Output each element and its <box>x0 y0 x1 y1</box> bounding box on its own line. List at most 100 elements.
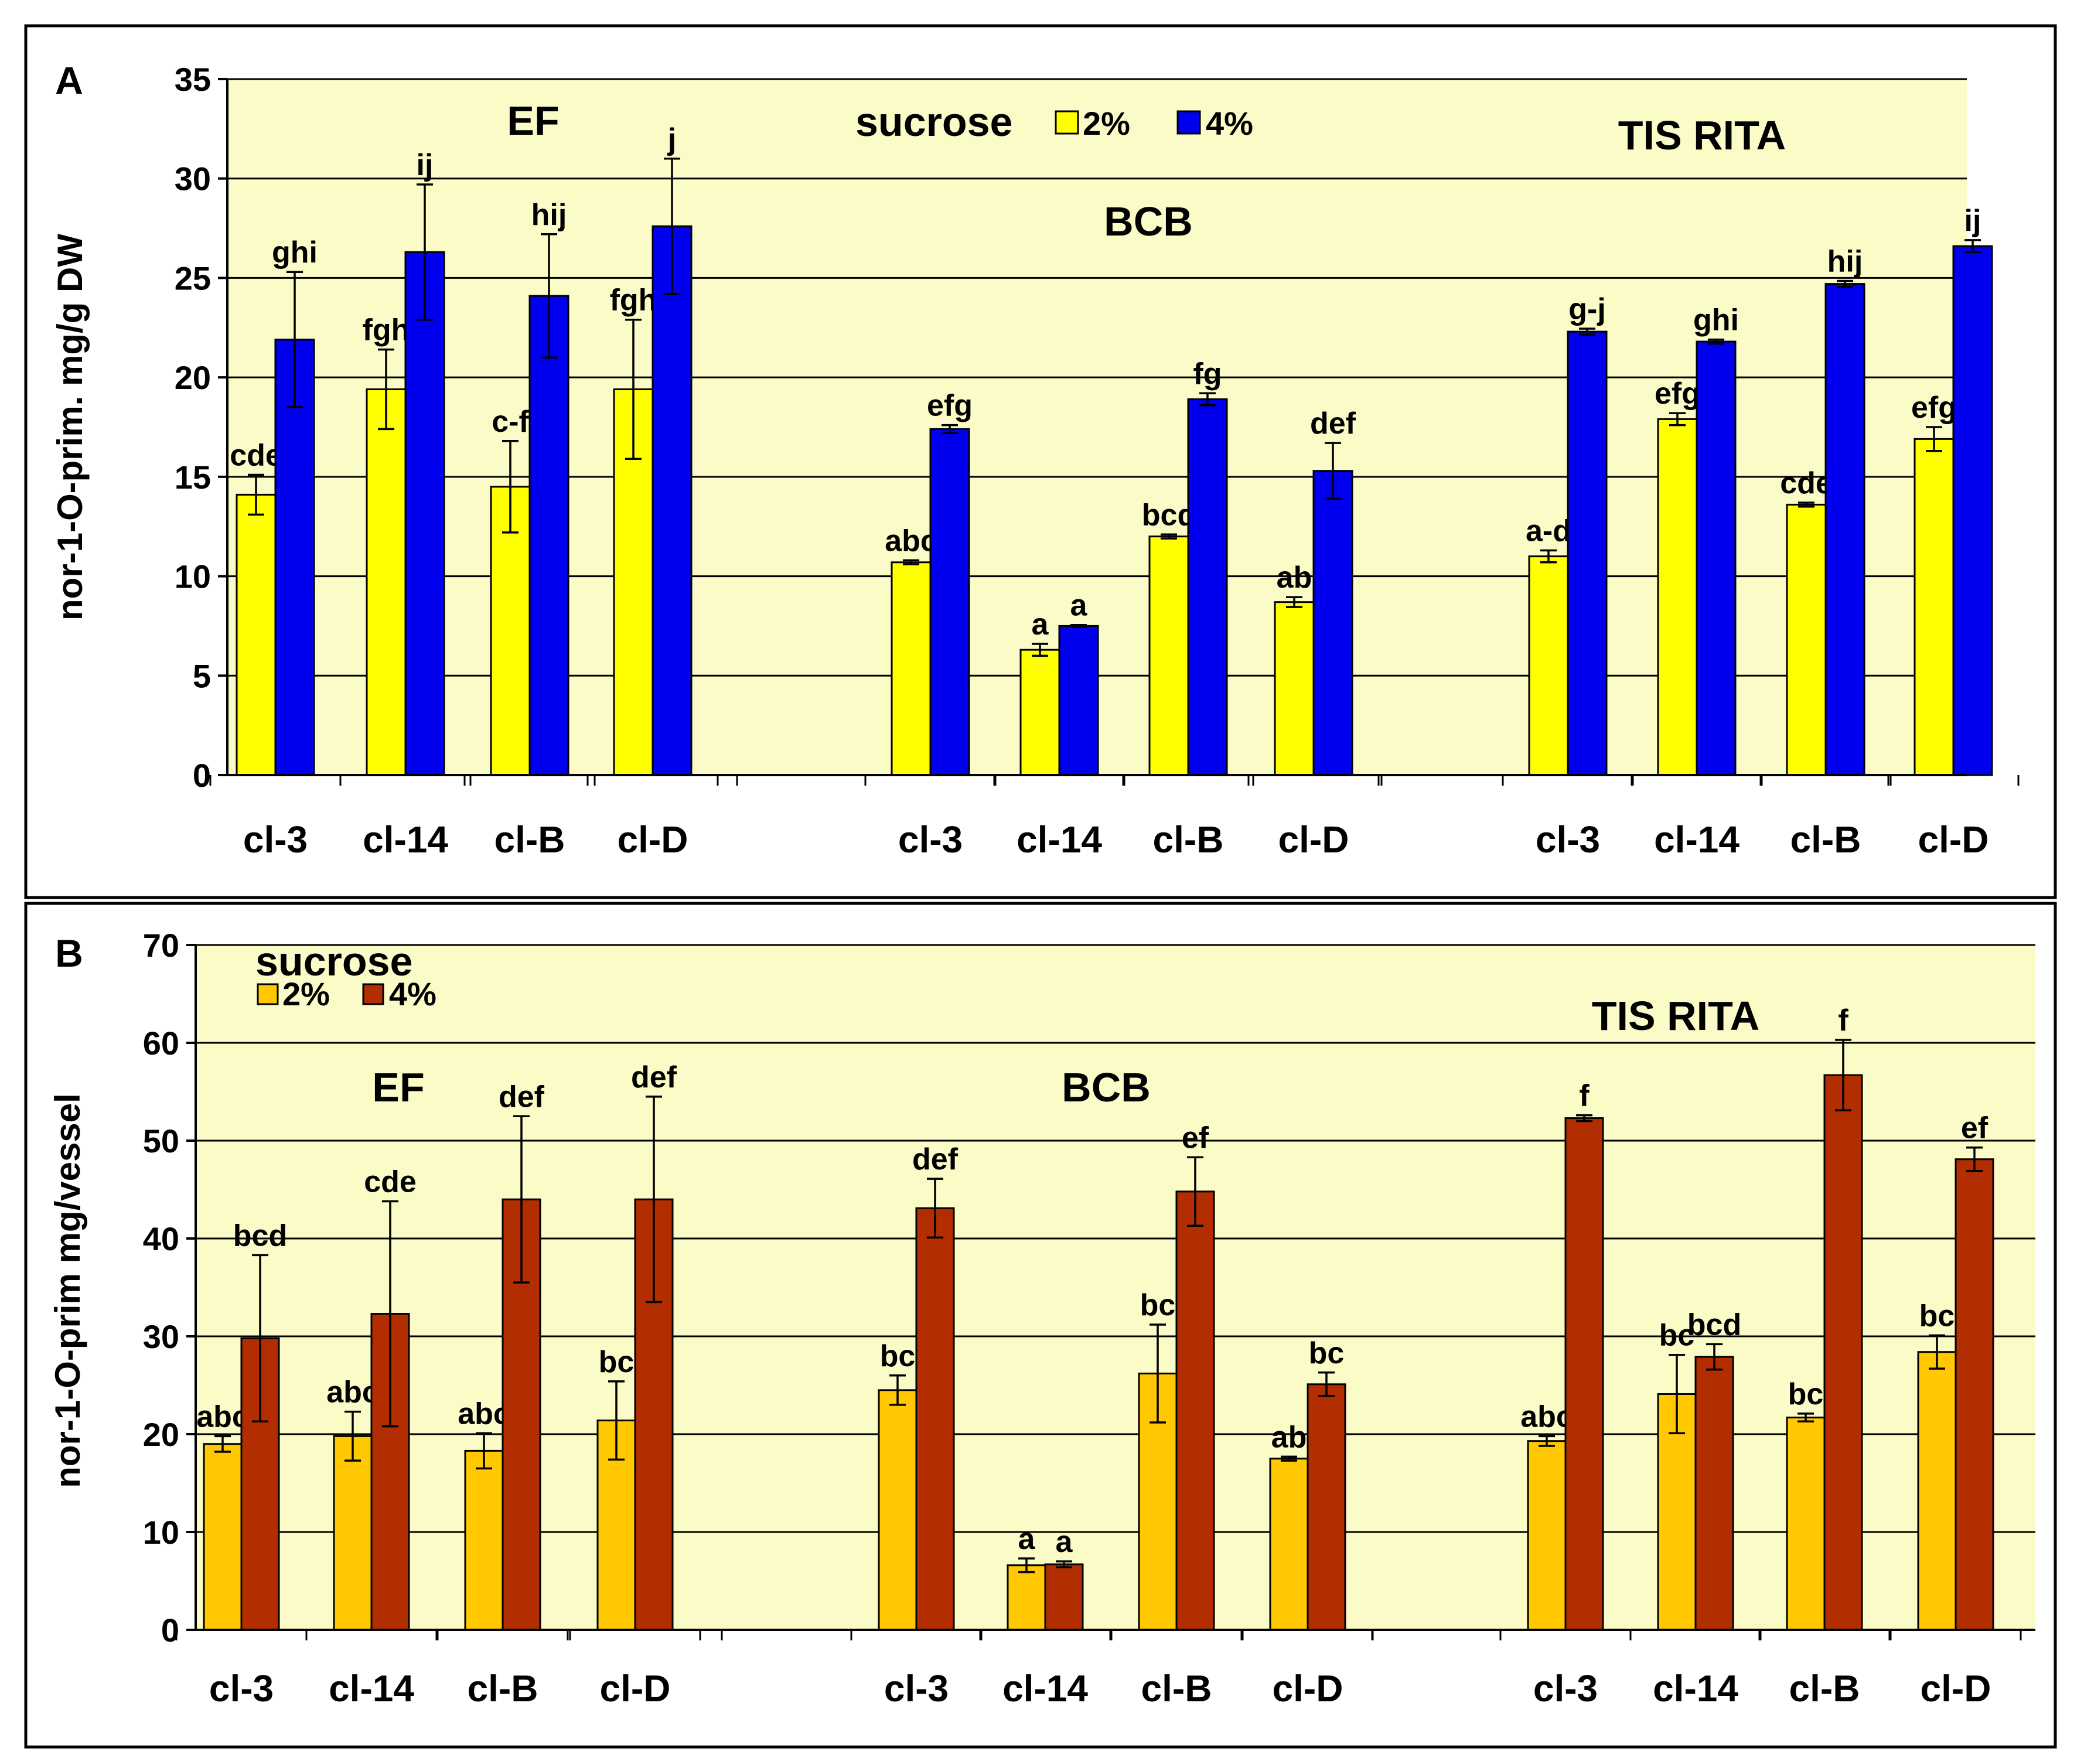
bar-2pct <box>1019 649 1060 776</box>
bar-4pct <box>1694 1356 1734 1631</box>
group-label: TIS RITA <box>1618 112 1786 158</box>
bar-4pct <box>1564 1117 1604 1631</box>
legend-label: 4% <box>1206 105 1253 142</box>
significance-label: bc <box>599 1345 635 1379</box>
panel-letter: A <box>55 59 83 102</box>
y-tick-label: 15 <box>175 459 211 496</box>
bar-2pct <box>1786 503 1827 776</box>
legend-swatch <box>1176 110 1201 135</box>
bar-4pct <box>1187 398 1228 776</box>
bar-4pct <box>1823 1074 1863 1631</box>
x-category-label: cl-B <box>1790 818 1861 861</box>
significance-label: def <box>1310 407 1356 441</box>
y-tick-label: 60 <box>143 1025 179 1062</box>
group-label: EF <box>507 98 559 144</box>
significance-label: a <box>1056 1525 1073 1559</box>
x-category-label: cl-14 <box>1654 818 1739 861</box>
group-label: TIS RITA <box>1592 993 1759 1039</box>
bar-2pct <box>1007 1564 1046 1631</box>
bar-4pct <box>1955 1158 1994 1631</box>
bar-4pct <box>929 428 970 776</box>
x-category-label: cl-14 <box>1653 1667 1738 1710</box>
x-category-label: cl-B <box>1153 818 1224 861</box>
bar-4pct <box>1696 340 1737 776</box>
panel-a-frame <box>24 24 2057 899</box>
panel-a-chart: cde fgh c-f fgh abc a bcd ab a-d efg cde efg ghi ij hi… <box>50 59 2020 861</box>
significance-label: bcd <box>1687 1308 1741 1342</box>
significance-label: f <box>1838 1004 1848 1038</box>
significance-label: def <box>631 1060 677 1094</box>
legend-label: 2% <box>1083 105 1130 142</box>
y-tick-label: 25 <box>175 260 211 296</box>
significance-label: abc <box>1520 1400 1573 1434</box>
bar-2pct <box>1274 601 1315 776</box>
bar-4pct <box>1824 283 1865 776</box>
x-category-label: cl-14 <box>1017 818 1102 861</box>
panel-b-frame <box>24 902 2057 1749</box>
significance-label: bc <box>1919 1299 1955 1333</box>
significance-label: ghi <box>1693 303 1739 337</box>
bar-4pct <box>652 225 693 776</box>
y-axis-label: nor-1-O-prim. mg/g DW <box>50 234 90 620</box>
significance-label: ab <box>1277 561 1312 595</box>
bar-2pct <box>236 493 277 776</box>
x-category-label: cl-14 <box>363 818 448 861</box>
x-category-label: cl-D <box>600 1667 671 1710</box>
significance-label: efg <box>1911 391 1957 425</box>
significance-label: bc <box>880 1339 916 1373</box>
bar-2pct <box>1786 1417 1826 1631</box>
bar-2pct <box>1914 438 1955 776</box>
significance-label: a <box>1018 1522 1036 1556</box>
x-category-label: cl-3 <box>884 1667 949 1710</box>
y-tick-label: 30 <box>175 161 211 197</box>
legend-label: 2% <box>282 975 330 1012</box>
y-tick-label: 20 <box>143 1416 179 1453</box>
significance-label: bc <box>1788 1377 1824 1411</box>
bar-4pct <box>1175 1190 1215 1631</box>
bar-4pct <box>1044 1563 1084 1631</box>
significance-label: def <box>499 1080 545 1114</box>
significance-label: efg <box>927 389 973 423</box>
x-category-label: cl-B <box>1789 1667 1860 1710</box>
significance-label: g-j <box>1568 292 1606 326</box>
significance-label: def <box>912 1142 959 1176</box>
bar-4pct <box>915 1207 955 1631</box>
significance-label: ij <box>1964 204 1981 238</box>
bar-2pct <box>1528 555 1569 776</box>
legend-swatch <box>362 983 384 1005</box>
significance-label: hij <box>531 198 567 232</box>
significance-label: abc <box>885 524 937 558</box>
y-tick-label: 50 <box>143 1122 179 1159</box>
bar-2pct <box>1917 1351 1957 1631</box>
x-category-label: cl-14 <box>329 1667 414 1710</box>
bar-4pct <box>1312 470 1353 776</box>
y-tick-label: 5 <box>193 657 211 694</box>
x-category-label: cl-3 <box>243 818 308 861</box>
significance-label: ab <box>1271 1420 1307 1454</box>
significance-label: fgh <box>363 313 410 347</box>
y-tick-label: 70 <box>143 927 179 964</box>
x-category-label: cl-3 <box>1536 818 1600 861</box>
bar-4pct <box>1058 625 1099 776</box>
significance-label: cde <box>364 1165 417 1199</box>
significance-label: abc <box>458 1397 510 1431</box>
bar-4pct <box>1567 330 1608 776</box>
significance-label: efg <box>1655 377 1700 411</box>
bar-4pct <box>528 295 569 776</box>
significance-label: a <box>1070 589 1088 623</box>
x-category-label: cl-B <box>1141 1667 1212 1710</box>
bar-4pct <box>404 251 445 776</box>
significance-label: hij <box>1827 245 1863 279</box>
legend-swatch <box>1055 110 1079 135</box>
legend-label: 4% <box>389 975 436 1012</box>
bar-2pct <box>878 1389 917 1631</box>
legend-swatch <box>257 983 279 1005</box>
bar-2pct <box>366 388 407 776</box>
x-category-label: cl-B <box>468 1667 538 1710</box>
significance-label: cde <box>1780 466 1833 500</box>
x-category-label: cl-B <box>494 818 565 861</box>
significance-label: bc <box>1309 1336 1345 1370</box>
significance-label: a-d <box>1526 514 1571 548</box>
significance-label: fgh <box>610 284 657 318</box>
